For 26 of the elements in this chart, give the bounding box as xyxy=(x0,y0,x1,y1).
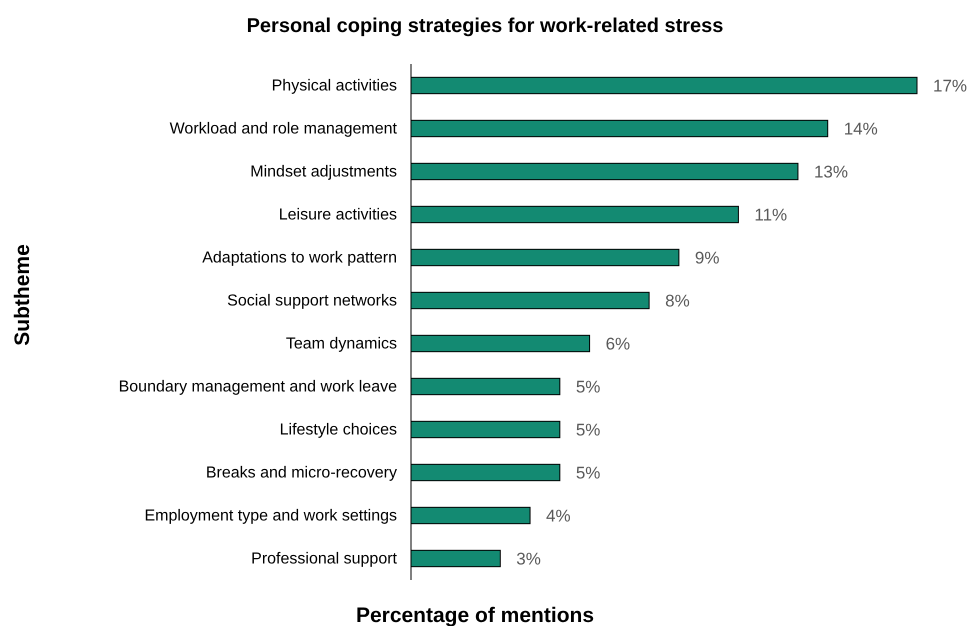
y-tick-label: Mindset adjustments xyxy=(250,164,397,181)
y-tick-label: Team dynamics xyxy=(286,336,397,353)
data-label: 13% xyxy=(814,162,848,182)
data-label: 9% xyxy=(694,248,720,268)
y-tick-label: Professional support xyxy=(251,550,398,568)
data-label: 11% xyxy=(754,205,788,224)
y-tick-label: Physical activities xyxy=(272,78,397,95)
data-label: 8% xyxy=(665,291,690,310)
data-label: 6% xyxy=(606,334,630,354)
y-tick-label: Social support networks xyxy=(227,292,397,310)
y-tick-label: Workload and role management xyxy=(170,120,398,138)
data-label: 5% xyxy=(576,463,600,482)
y-tick-label: Boundary management and work leave xyxy=(118,378,398,396)
data-label: 5% xyxy=(576,377,600,396)
chart-title: Personal coping strategies for work-related stress xyxy=(246,15,724,37)
data-label: 5% xyxy=(576,420,600,440)
y-tick-label: Leisure activities xyxy=(278,206,397,224)
y-tick-label: Employment type and work settings xyxy=(144,508,397,525)
y-axis-title: Subtheme xyxy=(11,244,34,346)
y-tick-label: Breaks and micro-recovery xyxy=(206,464,397,482)
data-label: 14% xyxy=(844,119,878,138)
data-label: 17% xyxy=(933,76,968,96)
data-label: 4% xyxy=(546,506,571,526)
y-tick-label: Adaptations to work pattern xyxy=(202,250,397,267)
data-label: 3% xyxy=(516,549,541,568)
y-tick-label: Lifestyle choices xyxy=(280,422,397,439)
